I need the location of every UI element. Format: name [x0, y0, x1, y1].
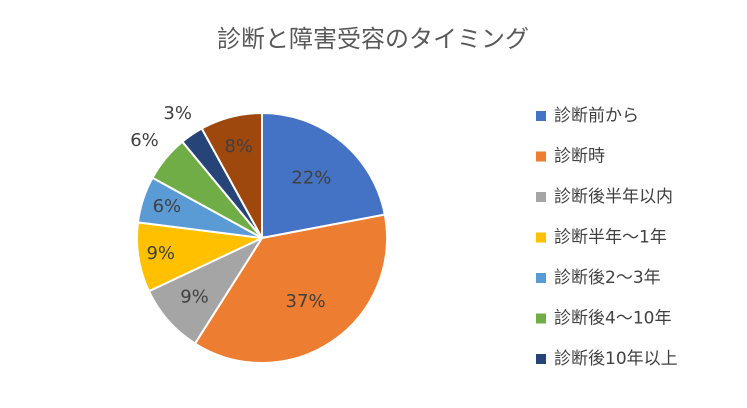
legend-label: 診断前から	[554, 106, 639, 126]
data-label: 9%	[146, 243, 175, 264]
pie-slice	[200, 111, 263, 239]
legend-label: 診断後2〜3年	[554, 268, 661, 288]
pie-slice	[261, 111, 386, 240]
legend-label: 診断時	[554, 147, 605, 167]
pie-slice	[193, 213, 388, 364]
legend-swatch	[536, 151, 546, 162]
legend-swatch	[536, 313, 546, 324]
data-label: 8%	[224, 136, 253, 157]
legend-swatch	[536, 192, 546, 202]
data-label: 9%	[180, 287, 209, 308]
legend-swatch	[536, 232, 546, 243]
data-label: 3%	[163, 103, 192, 124]
legend-label: 診断半年〜1年	[554, 228, 667, 248]
data-label: 22%	[291, 167, 331, 188]
legend-swatch	[536, 111, 546, 121]
data-label: 37%	[286, 291, 326, 312]
legend-label: 診断後10年以上	[554, 349, 678, 369]
legend-swatch	[536, 273, 546, 283]
data-label: 6%	[153, 196, 182, 217]
legend-swatch	[536, 354, 546, 364]
legend-label: 診断後4〜10年	[554, 309, 671, 329]
legend-label: 診断後半年以内	[554, 187, 673, 207]
data-label: 6%	[130, 130, 159, 151]
chart-title: 診断と障害受容のタイミング	[217, 25, 529, 53]
